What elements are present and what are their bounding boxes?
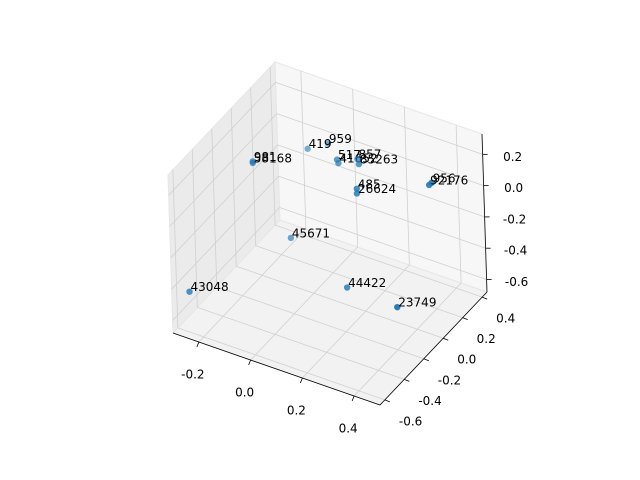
- point-label: 981: [254, 150, 277, 164]
- grid-line: [171, 175, 279, 290]
- grid-line: [300, 70, 307, 230]
- axis-line: [379, 291, 488, 406]
- y-tick-label: -0.4: [418, 394, 441, 408]
- point: [354, 155, 361, 163]
- grid-line: [279, 207, 487, 280]
- y-tick-label: -0.6: [399, 414, 422, 428]
- point-label: 485: [358, 177, 381, 191]
- grid-line: [230, 108, 237, 267]
- grid-line: [353, 282, 462, 397]
- grid-line: [250, 87, 257, 246]
- grid-line: [177, 327, 385, 401]
- grid-line: [455, 124, 462, 284]
- tick-mark: [351, 395, 355, 402]
- point-label: 92176: [430, 173, 468, 187]
- grid-line: [302, 264, 410, 379]
- point-label: 43048: [191, 280, 229, 294]
- grid-line: [198, 228, 307, 343]
- grid-line: [191, 149, 198, 308]
- point: [287, 234, 295, 242]
- grid-line: [169, 113, 277, 227]
- point: [324, 140, 332, 147]
- tick-mark: [443, 337, 449, 341]
- grid-line: [403, 106, 410, 266]
- grid-line: [170, 144, 278, 259]
- grid-line: [276, 113, 484, 187]
- grid-line: [197, 306, 405, 380]
- tick-mark: [248, 359, 251, 366]
- point: [304, 145, 311, 152]
- point: [425, 181, 433, 189]
- y-tick-label: 0.4: [496, 312, 515, 326]
- tick-mark: [481, 296, 488, 300]
- grid-line: [211, 128, 218, 287]
- point-label: 45671: [292, 226, 330, 240]
- x-tick-label: -0.2: [181, 368, 204, 382]
- tick-mark: [404, 378, 410, 382]
- y-tick-label: 0.0: [457, 353, 476, 367]
- point: [353, 190, 361, 197]
- point-label: 85263: [360, 153, 398, 167]
- grid-line: [275, 224, 483, 298]
- grid-line: [172, 207, 280, 321]
- tick-mark: [196, 341, 200, 348]
- point-label: 956: [433, 171, 456, 185]
- point: [335, 159, 342, 167]
- z-tick-label: 0.0: [504, 181, 523, 195]
- tick-mark: [384, 399, 391, 403]
- x-tick-label: 0.0: [235, 386, 254, 400]
- grid-line: [352, 88, 359, 248]
- grid-line: [250, 246, 358, 361]
- grid-line: [236, 265, 444, 339]
- tick-mark: [423, 358, 429, 362]
- point-label: 857: [358, 147, 381, 161]
- point-label: 419: [309, 137, 332, 151]
- grid-line: [275, 81, 483, 155]
- z-tick-label: -0.4: [504, 244, 527, 258]
- point-label: 959: [329, 132, 352, 146]
- grid-line: [172, 169, 179, 328]
- tick-mark: [462, 317, 468, 321]
- point: [355, 160, 363, 168]
- grid-line: [277, 144, 485, 218]
- grid-line: [216, 286, 424, 360]
- point-label: 58168: [254, 151, 292, 165]
- point-label: 26624: [358, 182, 396, 196]
- axis-line: [172, 332, 381, 406]
- x-tick-label: 0.4: [339, 422, 358, 436]
- point: [394, 303, 401, 311]
- point: [186, 288, 193, 295]
- grid-line: [278, 175, 486, 249]
- point: [343, 284, 351, 291]
- grid-line: [255, 245, 463, 319]
- point-label: 44422: [348, 276, 386, 290]
- y-tick-label: -0.2: [438, 373, 461, 387]
- tick-mark: [300, 377, 303, 384]
- point: [353, 185, 360, 192]
- point: [249, 159, 256, 167]
- z-tick-label: 0.2: [503, 150, 522, 164]
- z-tick-label: -0.6: [505, 275, 528, 289]
- grid-line: [269, 67, 276, 226]
- point-label: 23749: [398, 296, 436, 310]
- axis-line: [481, 133, 488, 293]
- grid-line: [168, 82, 276, 196]
- x-tick-label: 0.2: [287, 404, 306, 418]
- z-tick-label: -0.2: [503, 212, 526, 226]
- y-tick-label: 0.2: [477, 332, 496, 346]
